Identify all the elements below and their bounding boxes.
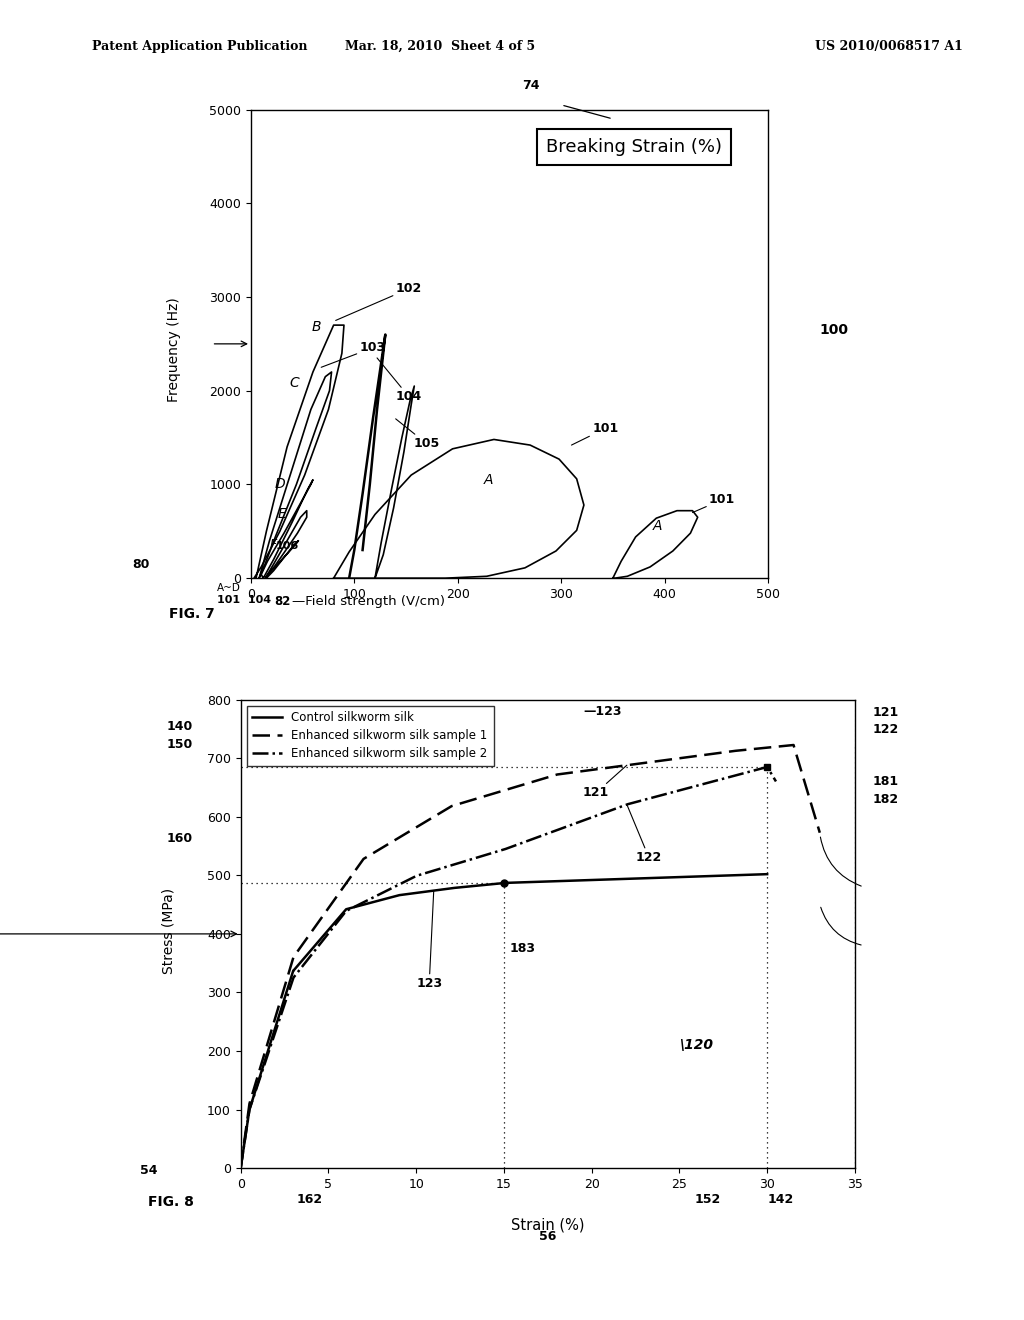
Enhanced silkworm silk sample 2 — [497, 842, 509, 858]
Control silkworm silk — [470, 878, 482, 894]
Control silkworm silk — [341, 902, 353, 917]
Text: 162: 162 — [296, 1193, 323, 1206]
Enhanced silkworm silk sample 1 — [497, 783, 509, 799]
Text: B: B — [311, 319, 321, 334]
Text: 101  104: 101 104 — [217, 595, 271, 606]
Text: 54: 54 — [139, 1164, 158, 1177]
Enhanced silkworm silk sample 2 — [234, 1160, 247, 1176]
Text: C: C — [290, 376, 299, 391]
Control silkworm silk — [497, 875, 509, 891]
Enhanced silkworm silk sample 1 — [771, 739, 783, 755]
Enhanced silkworm silk sample 1 — [470, 791, 482, 807]
Text: 106: 106 — [275, 541, 299, 562]
Text: 123: 123 — [416, 891, 442, 990]
Text: 101: 101 — [571, 422, 618, 445]
Text: 82: 82 — [274, 595, 291, 609]
Text: US 2010/0068517 A1: US 2010/0068517 A1 — [815, 40, 963, 53]
Text: 122: 122 — [872, 723, 899, 737]
Text: 102: 102 — [336, 282, 422, 321]
Enhanced silkworm silk sample 1 — [304, 925, 316, 941]
Text: 182: 182 — [872, 793, 899, 807]
Enhanced silkworm silk sample 2 — [470, 850, 482, 866]
Text: 181: 181 — [872, 775, 899, 788]
Text: 122: 122 — [627, 804, 662, 863]
Enhanced silkworm silk sample 1 — [341, 874, 353, 890]
Text: FIG. 7: FIG. 7 — [169, 607, 215, 622]
Line: Enhanced silkworm silk sample 1: Enhanced silkworm silk sample 1 — [241, 744, 820, 1168]
Text: 80: 80 — [133, 558, 150, 572]
Text: A: A — [484, 473, 494, 487]
Text: Strain (%): Strain (%) — [511, 1217, 585, 1232]
Enhanced silkworm silk sample 2 — [341, 903, 353, 919]
Line: Enhanced silkworm silk sample 2: Enhanced silkworm silk sample 2 — [241, 767, 776, 1168]
Text: Frequency (Hz): Frequency (Hz) — [167, 297, 181, 403]
Enhanced silkworm silk sample 2 — [304, 948, 316, 964]
Text: 142: 142 — [767, 1193, 794, 1206]
Text: E: E — [278, 507, 287, 521]
Text: 74: 74 — [522, 79, 540, 92]
Control silkworm silk — [234, 1160, 247, 1176]
Text: Breaking Strain (%): Breaking Strain (%) — [546, 139, 722, 156]
Enhanced silkworm silk sample 1 — [234, 1160, 247, 1176]
Text: 100: 100 — [819, 323, 848, 337]
Text: 101: 101 — [692, 494, 735, 512]
Text: FIG. 8: FIG. 8 — [148, 1195, 195, 1209]
Text: Stress (MPa): Stress (MPa) — [162, 887, 176, 974]
Text: —Field strength (V/cm): —Field strength (V/cm) — [292, 595, 444, 609]
Text: D: D — [274, 478, 285, 491]
Text: 152: 152 — [694, 1193, 721, 1206]
Legend: Control silkworm silk, Enhanced silkworm silk sample 1, Enhanced silkworm silk s: Control silkworm silk, Enhanced silkworm… — [247, 705, 494, 766]
Text: 160: 160 — [166, 832, 193, 845]
Text: 105: 105 — [395, 418, 439, 450]
Text: 103: 103 — [322, 342, 386, 367]
Text: F: F — [270, 539, 278, 552]
Text: A~D: A~D — [217, 583, 241, 594]
Text: 140: 140 — [166, 719, 193, 733]
Text: —123: —123 — [583, 705, 622, 718]
Text: A: A — [652, 519, 663, 533]
Text: 56: 56 — [540, 1230, 556, 1243]
Text: 104: 104 — [377, 358, 422, 403]
Text: 121: 121 — [872, 706, 899, 719]
Control silkworm silk — [304, 942, 316, 958]
Text: 183: 183 — [509, 942, 536, 956]
Text: \120: \120 — [680, 1039, 714, 1052]
Text: Patent Application Publication: Patent Application Publication — [92, 40, 307, 53]
Line: Control silkworm silk: Control silkworm silk — [241, 874, 767, 1168]
Text: 150: 150 — [166, 738, 193, 751]
Text: Mar. 18, 2010  Sheet 4 of 5: Mar. 18, 2010 Sheet 4 of 5 — [345, 40, 536, 53]
Text: 121: 121 — [583, 766, 627, 799]
